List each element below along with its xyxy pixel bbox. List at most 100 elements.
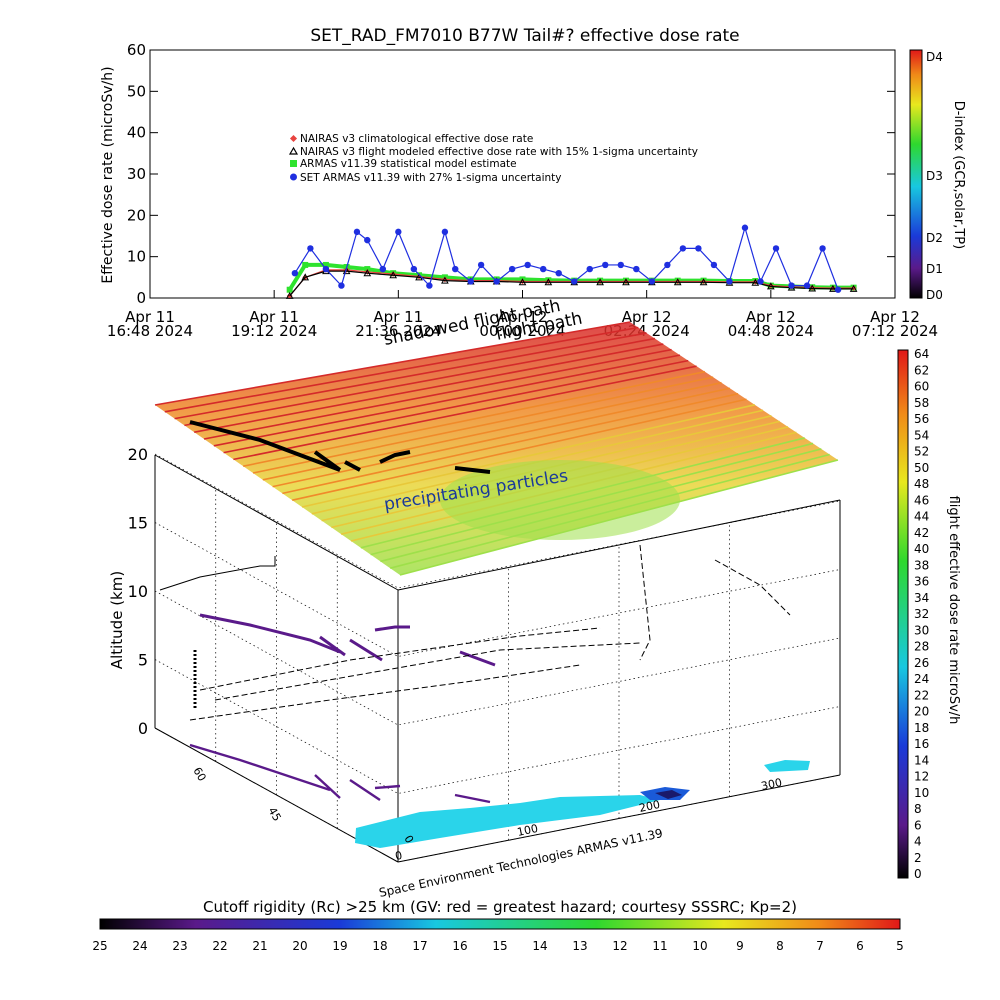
dose-tick-label: 12 — [914, 770, 929, 784]
legend-label: NAIRAS v3 climatological effective dose … — [300, 133, 533, 145]
data-point — [757, 278, 764, 285]
dose-tick-label: 44 — [914, 510, 929, 524]
data-point — [617, 261, 624, 269]
data-point — [648, 278, 656, 285]
legend-item-set-armas: SET ARMAS v11.39 with 27% 1-sigma uncert… — [290, 172, 562, 184]
dose-tick-label: 20 — [914, 705, 929, 719]
legend: NAIRAS v3 climatological effective dose … — [288, 133, 698, 184]
x-tick-label: 07:12 2024 — [852, 322, 938, 340]
dose-tick-label: 38 — [914, 558, 929, 572]
dose-curtain-line — [282, 392, 739, 495]
dindex-tick: D1 — [926, 262, 943, 276]
dose-tick-label: 10 — [914, 786, 929, 800]
legend-label: ARMAS v11.39 statistical model estimate — [300, 158, 517, 170]
flight-path — [159, 420, 791, 804]
dose-tick-label: 18 — [914, 721, 929, 735]
rigidity-tick-label: 5 — [896, 939, 904, 953]
data-point — [493, 278, 500, 285]
dose-tick-label: 30 — [914, 623, 929, 637]
dose-curtain-line — [154, 321, 631, 406]
dose-curtain-line — [184, 337, 656, 427]
data-point — [741, 224, 749, 231]
dose-low-region — [440, 460, 680, 540]
data-point — [441, 276, 449, 284]
dose-ticks: 6462605856545250484644424038363432302826… — [914, 347, 929, 881]
dose-curtain-line — [233, 365, 697, 461]
dose-tick-label: 48 — [914, 477, 929, 491]
x-tick-label: Apr 12 — [498, 308, 548, 326]
dindex-tick: D0 — [926, 288, 943, 302]
x-tick-label: Apr 12 — [746, 308, 796, 326]
dose-slab — [155, 322, 838, 575]
dose-tick-label: 46 — [914, 493, 929, 507]
z-tick-label: 0 — [138, 719, 148, 738]
dose-tick-label: 64 — [914, 347, 929, 361]
lon-tick-label: 200 — [638, 798, 661, 815]
dose-curtain-line — [243, 370, 706, 467]
dose-tick-label: 14 — [914, 753, 929, 767]
z-tick-label: 15 — [128, 514, 148, 533]
x-tick-label: Apr 11 — [249, 308, 299, 326]
rigidity-tick-label: 19 — [332, 939, 347, 953]
rigidity-tick-label: 16 — [452, 939, 467, 953]
rigidity-tick-label: 25 — [92, 939, 107, 953]
data-point — [539, 265, 547, 273]
z-tick-label: 10 — [128, 582, 148, 601]
data-point — [586, 265, 593, 273]
y-tick-label: 0 — [136, 289, 146, 307]
rigidity-ticks: 25 24 23 22 21 20 19 18 17 16 15 14 13 12 11 10 9 8 7 6 5 — [92, 939, 903, 953]
x-tick-label: Apr 12 — [870, 308, 920, 326]
dose-tick-label: 36 — [914, 575, 929, 589]
data-point — [555, 270, 562, 277]
lon-tick-label: 100 — [516, 822, 539, 839]
data-point — [302, 261, 309, 268]
dose-tick-label: 0 — [914, 867, 922, 881]
rigidity-tick-label: 14 — [532, 939, 547, 953]
data-point — [788, 282, 795, 289]
x-tick-label: 00:00 2024 — [479, 322, 565, 340]
dindex-colorbar: D4 D3 D2 D1 D0 D-index (GCR,solar,TP) — [909, 49, 966, 302]
top-y-ticks: 0 10 20 30 40 50 60 — [127, 41, 895, 307]
dose-tick-label: 62 — [914, 363, 929, 377]
x-tick-label: 16:48 2024 — [107, 322, 193, 340]
data-point — [699, 278, 708, 286]
dose-curtain-line — [272, 387, 731, 488]
x-tick-label: 04:48 2024 — [728, 322, 814, 340]
rigidity-tick-label: 8 — [776, 939, 784, 953]
data-point — [338, 282, 345, 289]
data-point — [829, 284, 837, 292]
data-point — [664, 261, 671, 269]
top-series — [285, 224, 858, 299]
rigidity-tick-label: 18 — [372, 939, 387, 953]
data-point — [679, 245, 687, 252]
data-point — [544, 278, 553, 286]
y-tick-label: 50 — [127, 82, 146, 100]
y-tick-label: 20 — [127, 206, 146, 224]
rigidity-tick-label: 6 — [856, 939, 864, 953]
data-point — [803, 282, 811, 289]
dindex-label: D-index (GCR,solar,TP) — [951, 101, 966, 249]
data-point — [410, 265, 418, 273]
data-point — [301, 273, 310, 281]
data-point — [477, 261, 485, 269]
dose-tick-label: 22 — [914, 688, 929, 702]
rigidity-tick-label: 23 — [172, 939, 187, 953]
y-tick-label: 40 — [127, 124, 146, 142]
dose-colorbar: 6462605856545250484644424038363432302826… — [897, 347, 961, 881]
dose-tick-label: 56 — [914, 412, 929, 426]
flight-path-top — [189, 420, 491, 474]
dose-tick-label: 6 — [914, 818, 922, 832]
dose-tick-label: 8 — [914, 802, 922, 816]
rigidity-tick-label: 24 — [132, 939, 147, 953]
data-point — [849, 284, 858, 292]
box-grid — [154, 453, 841, 863]
dose-tick-label: 24 — [914, 672, 929, 686]
dose-curtain-line — [164, 326, 639, 413]
dose-tick-label: 60 — [914, 380, 929, 394]
dose-tick-label: 58 — [914, 396, 929, 410]
rigidity-tick-label: 7 — [816, 939, 824, 953]
data-point — [633, 265, 640, 273]
legend-item-nairas-clim: NAIRAS v3 climatological effective dose … — [289, 133, 533, 145]
rigidity-map — [355, 760, 810, 848]
